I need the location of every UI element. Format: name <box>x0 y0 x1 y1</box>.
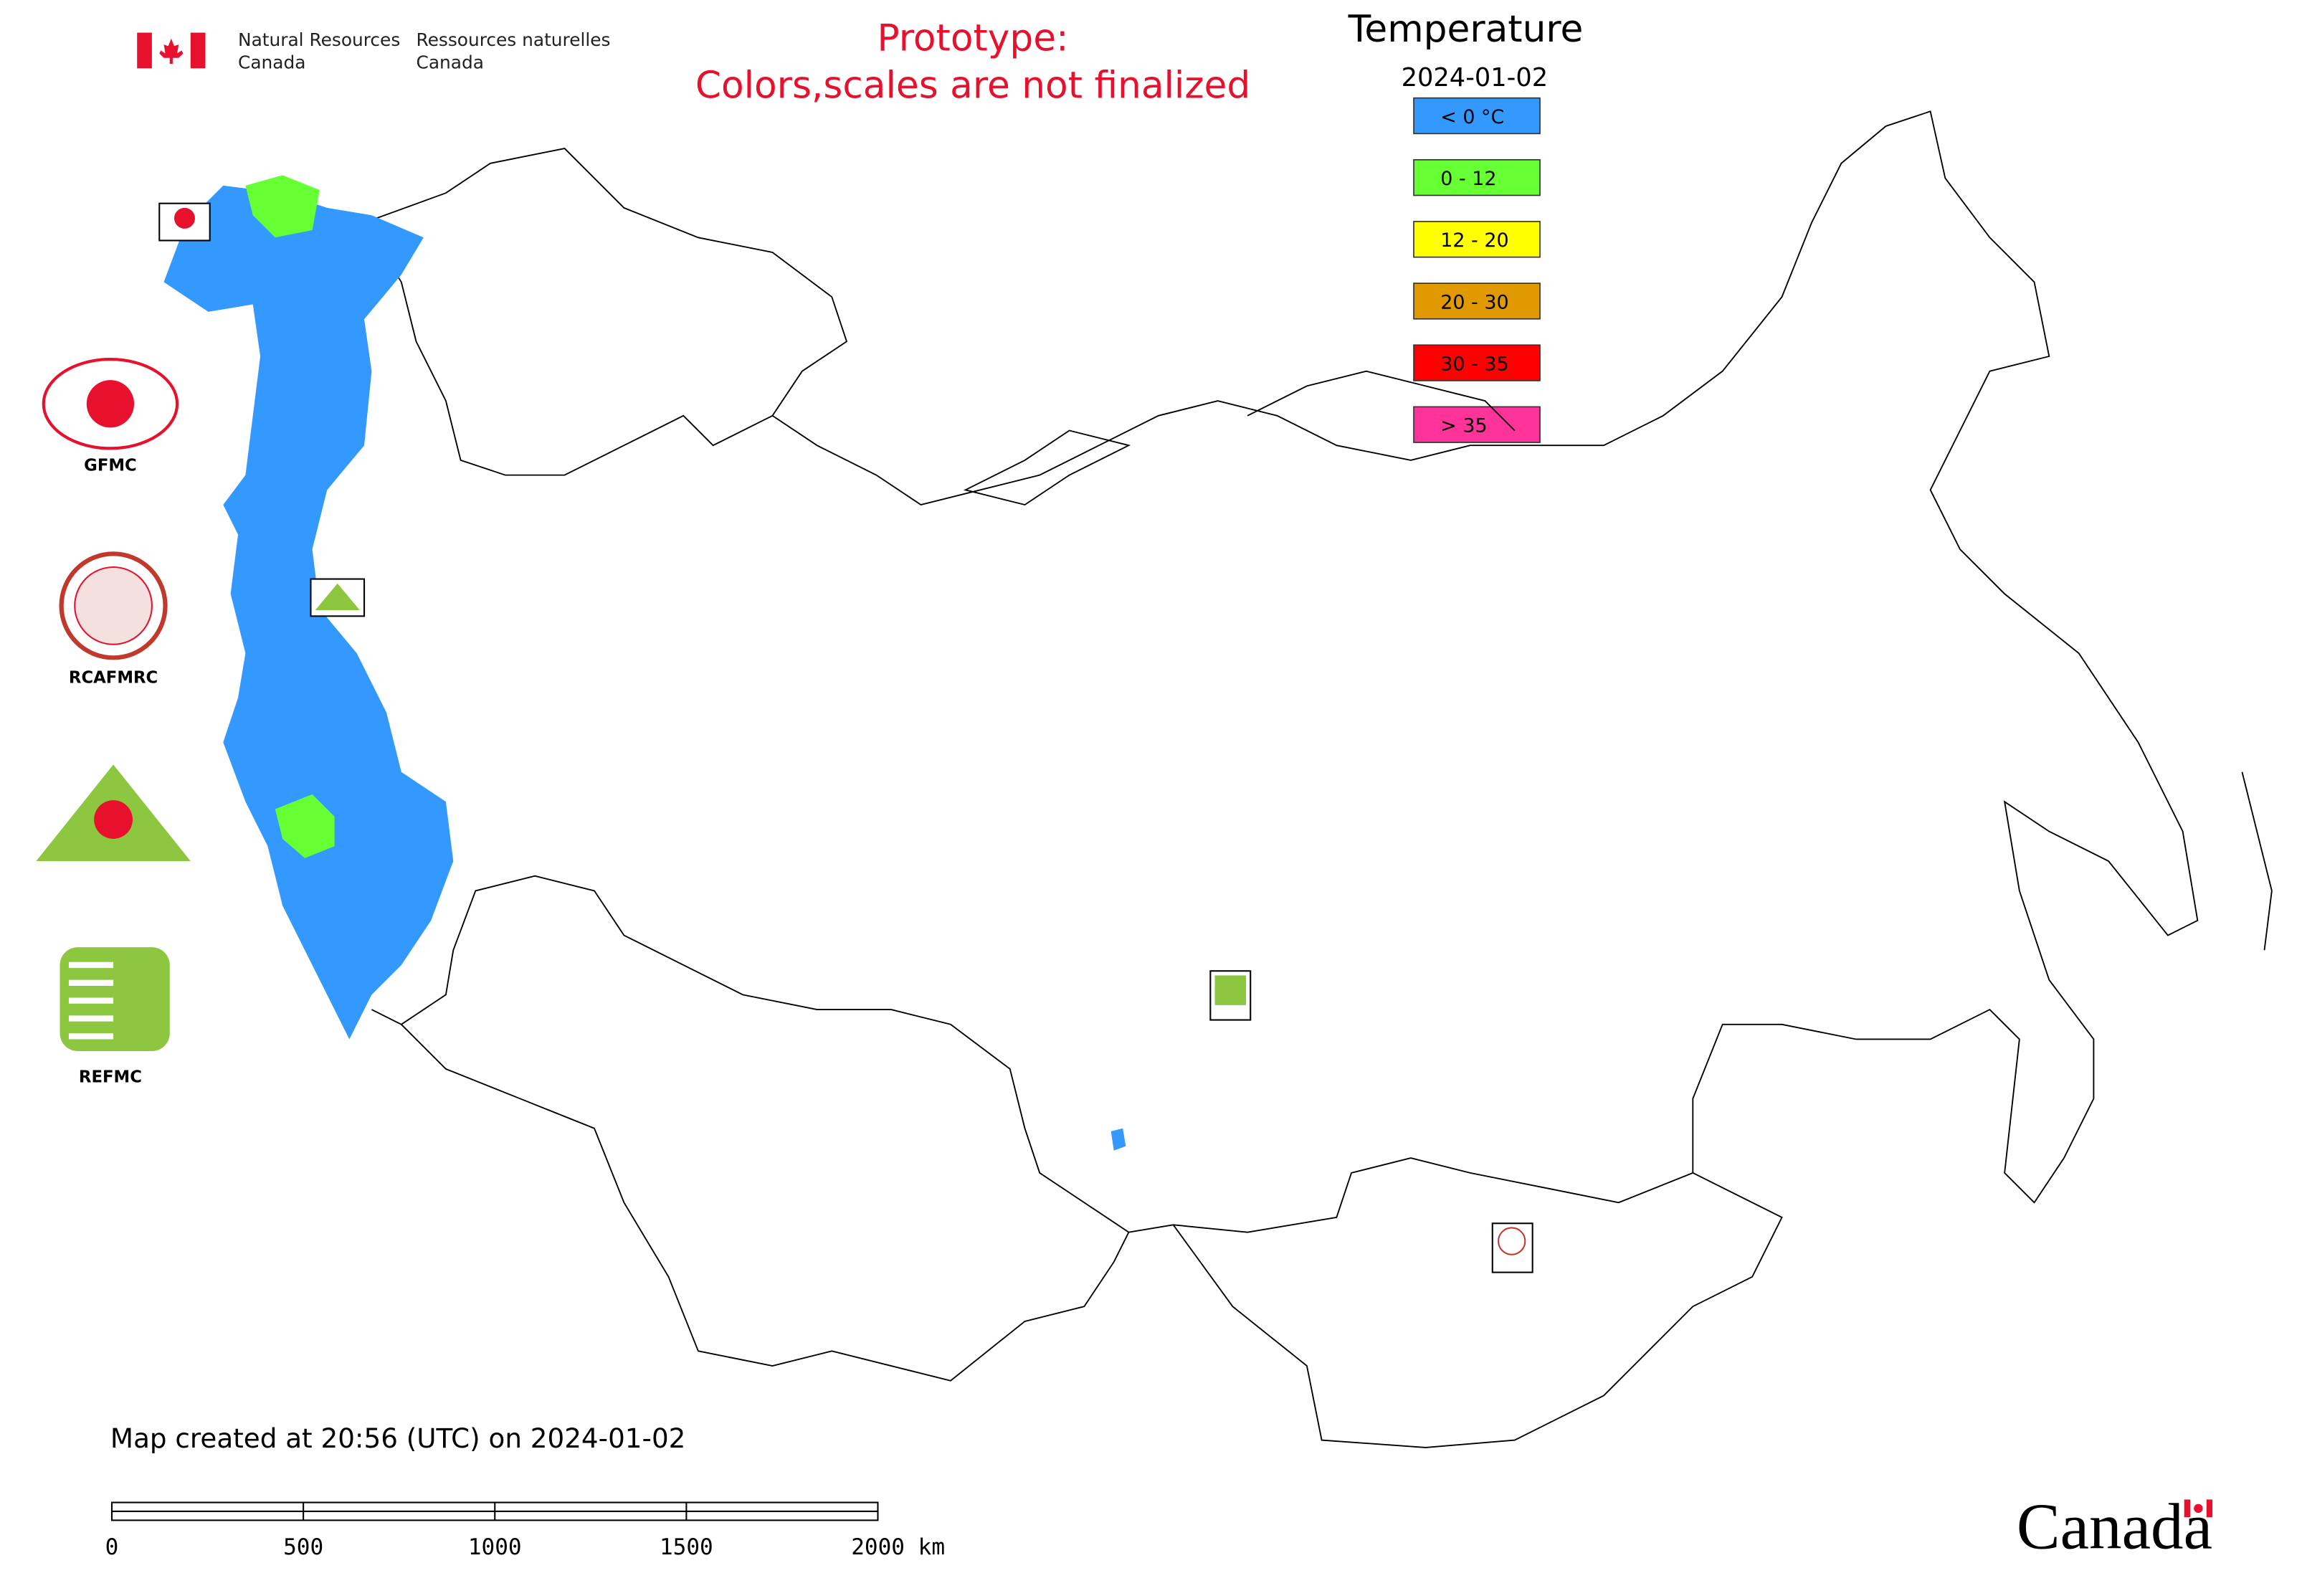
map-marker-icon <box>1214 975 1247 1005</box>
legend-label: 0 - 12 <box>1440 168 1496 190</box>
legend-label: 20 - 30 <box>1440 291 1508 313</box>
gfmc-logo-emblem <box>86 380 135 428</box>
temperature-coverage <box>163 175 1126 1151</box>
rcafmrc-logo-inner <box>74 566 153 645</box>
scale-label: 1500 <box>660 1534 713 1560</box>
notice: Prototype: <box>877 16 1068 60</box>
scale-label: 0 <box>105 1534 119 1560</box>
map-marker-icon <box>173 207 195 229</box>
legend-label: < 0 °C <box>1440 106 1504 128</box>
logo-label: RCAFMRC <box>69 669 158 688</box>
legend-swatch <box>1413 221 1541 258</box>
created-note: Map created at 20:56 (UTC) on 2024-01-02 <box>110 1422 685 1454</box>
refmc-logo-stripes <box>68 961 114 1040</box>
reefmc-logo-emblem <box>94 800 133 839</box>
map-marker-icon <box>1498 1227 1526 1255</box>
dept-en: Natural Resources <box>238 29 400 50</box>
sakhalin-outline <box>2241 771 2273 951</box>
legend: < 0 °C 0 - 12 12 - 20 20 - 30 30 - 35 > 35 <box>1413 97 1541 443</box>
legend-label: 12 - 20 <box>1440 229 1508 252</box>
flag-bar <box>190 32 206 69</box>
legend-swatch <box>1413 282 1541 320</box>
legend-label: > 35 <box>1440 415 1487 437</box>
maple-leaf <box>159 38 184 65</box>
partner-logos: GFMC RCAFMRC REFMC <box>36 202 1533 1273</box>
scale-label: 500 <box>283 1534 323 1560</box>
legend-title: Temperature <box>1348 8 1584 51</box>
fennoscandia-outline <box>363 222 773 476</box>
dept-fr: Ressources naturelles <box>417 29 611 50</box>
flag-bar <box>2184 1499 2190 1518</box>
map-marker-icon <box>315 583 360 611</box>
dept-en: Canada <box>238 52 305 72</box>
mongolia-outline <box>1172 1172 1783 1448</box>
scale-bar: 0 500 1000 1500 2000 km <box>105 1501 945 1560</box>
scale-label: 1000 <box>468 1534 522 1560</box>
legend-label: 30 - 35 <box>1440 353 1508 375</box>
legend-swatch <box>1413 97 1541 135</box>
russia-outline <box>363 110 2199 1233</box>
coverage-zero-twelve <box>245 175 320 238</box>
refmc-logo <box>60 947 170 1052</box>
legend-swatch <box>1413 406 1541 443</box>
maple-leaf <box>2194 1504 2203 1514</box>
coverage-below-zero <box>163 185 454 1040</box>
nrcan-signature: Natural Resources Canada Ressources natu… <box>137 29 611 72</box>
legend-swatch <box>1413 158 1541 196</box>
legend-date: 2024-01-02 <box>1402 63 1549 92</box>
dept-fr: Canada <box>417 52 484 72</box>
legend-swatch <box>1413 344 1541 381</box>
coverage-below-zero <box>1110 1128 1126 1151</box>
logo-label: GFMC <box>84 456 137 475</box>
boundaries <box>363 110 2273 1448</box>
notice: Colors,scales are not finalized <box>695 65 1250 108</box>
flag-bar <box>2206 1499 2213 1518</box>
arctic-island <box>963 429 1131 506</box>
scale-label: 2000 km <box>851 1534 945 1560</box>
flag-bar <box>137 32 152 69</box>
taymyr-outline <box>1247 370 1516 432</box>
wordmark-flag <box>2184 1499 2213 1518</box>
kazakhstan-outline <box>401 1024 1130 1382</box>
logo-label: REFMC <box>79 1068 142 1087</box>
coverage-zero-twelve <box>275 794 335 858</box>
canada-wordmark: Canada <box>2017 1491 2212 1563</box>
